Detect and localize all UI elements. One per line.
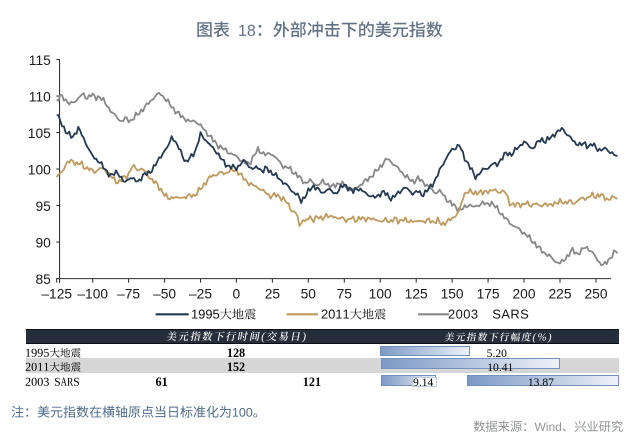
svg-text:–100: –100 (77, 287, 108, 302)
svg-text:110: 110 (29, 90, 51, 105)
svg-text:225: 225 (548, 287, 571, 302)
svg-text:250: 250 (584, 287, 607, 302)
svg-text:0: 0 (233, 287, 241, 302)
svg-text:–50: –50 (153, 287, 176, 302)
svg-text:95: 95 (35, 199, 51, 214)
svg-text:150: 150 (441, 287, 464, 302)
svg-text:200: 200 (512, 287, 535, 302)
svg-text:85: 85 (35, 272, 51, 287)
svg-text:115: 115 (29, 53, 51, 68)
svg-text:25: 25 (265, 287, 281, 302)
svg-text:105: 105 (28, 126, 51, 141)
svg-text:–125: –125 (41, 287, 72, 302)
svg-text:50: 50 (301, 287, 317, 302)
svg-text:125: 125 (405, 287, 428, 302)
svg-text:–75: –75 (117, 287, 140, 302)
svg-text:75: 75 (337, 287, 353, 302)
svg-text:90: 90 (35, 236, 51, 251)
svg-text:100: 100 (28, 163, 51, 178)
svg-text:175: 175 (477, 287, 500, 302)
svg-text:100: 100 (369, 287, 392, 302)
svg-text:–25: –25 (189, 287, 212, 302)
